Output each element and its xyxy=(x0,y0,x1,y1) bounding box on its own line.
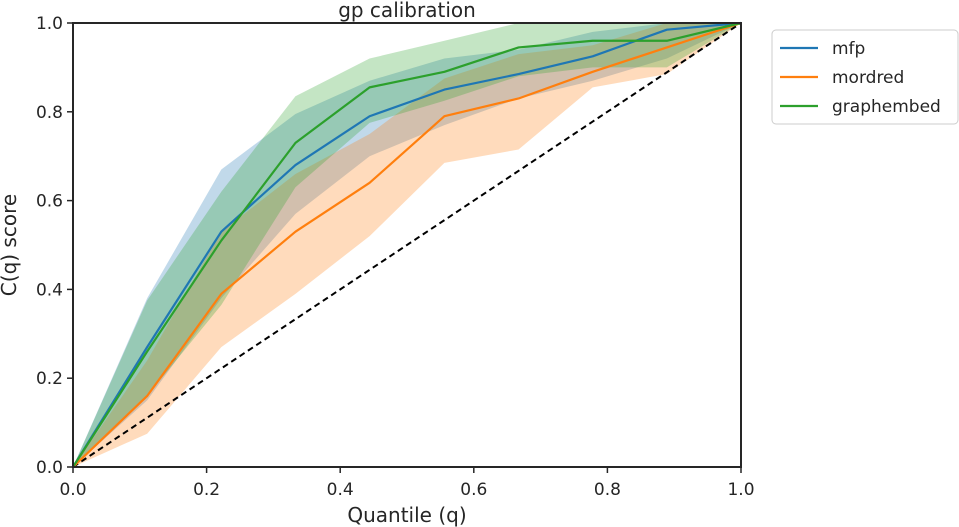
y-tick-label: 0.6 xyxy=(36,192,63,212)
series-lines xyxy=(72,21,742,468)
x-axis-title: Quantile (q) xyxy=(347,503,466,527)
y-tick-label: 1.0 xyxy=(36,14,63,34)
y-axis: 0.0 0.2 0.4 0.6 0.8 1.0 xyxy=(36,14,73,478)
band-mfp xyxy=(73,23,741,467)
x-tick-label: 0.4 xyxy=(327,480,354,500)
x-tick-label: 0.6 xyxy=(460,480,487,500)
reference-diagonal xyxy=(72,22,742,468)
series-line-mordred xyxy=(72,21,742,468)
reference-line-group xyxy=(72,22,742,468)
legend-label-graphembed: graphembed xyxy=(832,97,941,117)
y-tick-label: 0.4 xyxy=(36,280,63,300)
plot-frame xyxy=(72,22,742,468)
series-line-graphembed xyxy=(72,21,742,468)
chart-title: gp calibration xyxy=(338,0,476,22)
legend-box xyxy=(771,29,959,125)
y-tick-label: 0.2 xyxy=(36,369,63,389)
y-tick-label: 0.0 xyxy=(36,458,63,478)
x-axis: 0.0 0.2 0.4 0.6 0.8 1.0 xyxy=(59,467,755,500)
y-axis-title: C(q) score xyxy=(0,194,21,296)
band-graphembed xyxy=(73,23,741,467)
x-tick-label: 0.2 xyxy=(193,480,220,500)
x-tick-label: 0.8 xyxy=(594,480,621,500)
series-line-mfp xyxy=(72,21,742,468)
x-tick-label: 0.0 xyxy=(59,480,86,500)
legend: mfp mordred graphembed xyxy=(771,29,959,125)
y-tick-label: 0.8 xyxy=(36,103,63,123)
legend-label-mordred: mordred xyxy=(832,68,904,88)
x-tick-label: 1.0 xyxy=(727,480,754,500)
legend-label-mfp: mfp xyxy=(832,39,865,59)
